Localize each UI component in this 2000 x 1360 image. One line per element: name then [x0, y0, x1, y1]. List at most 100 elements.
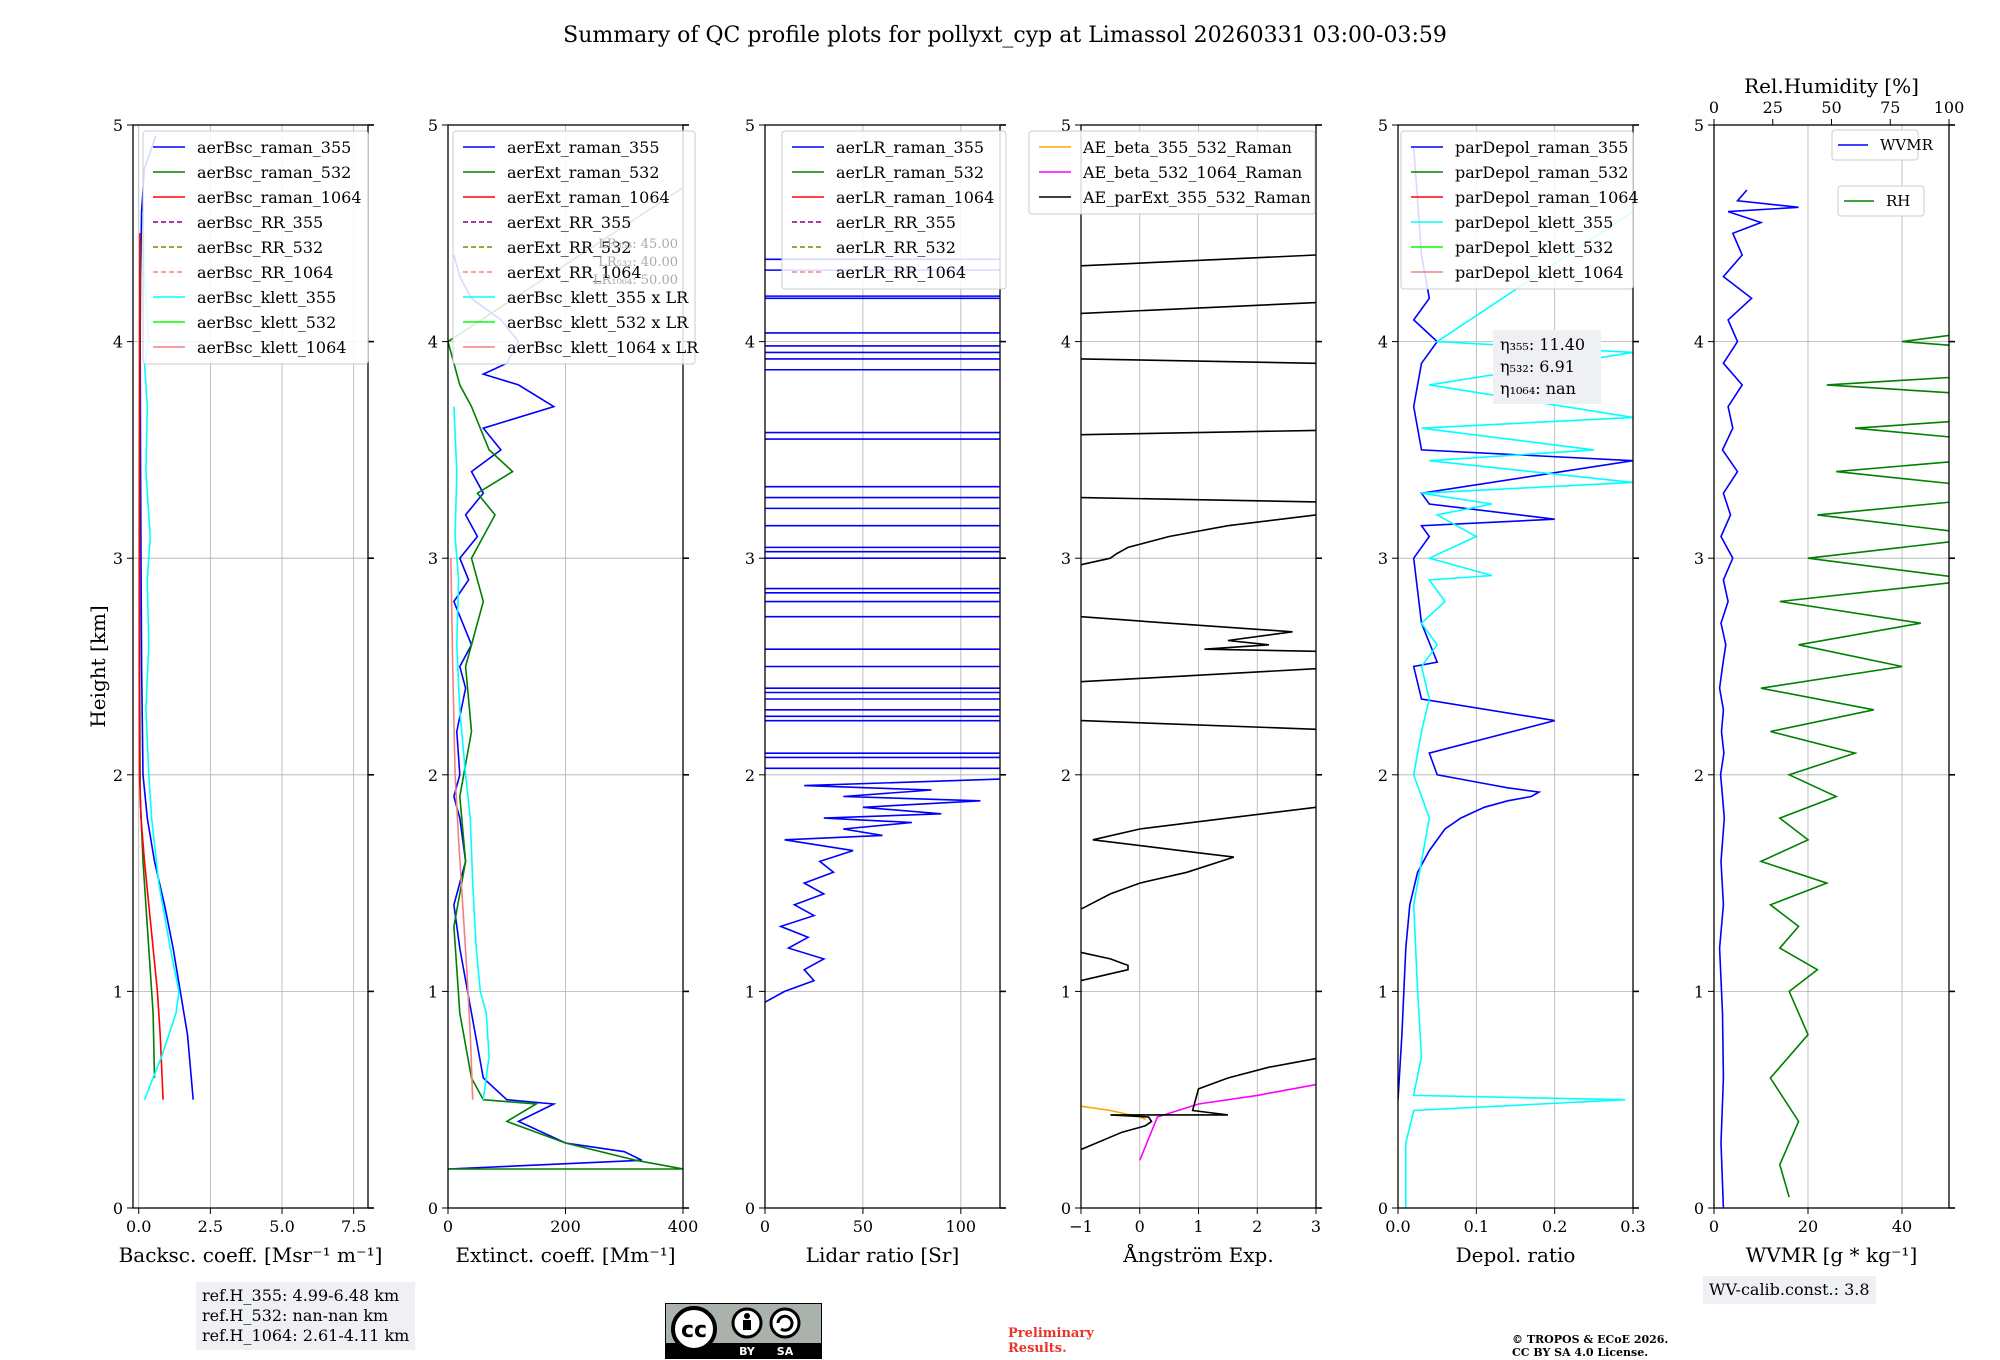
series-AE_beta_355_532_Raman [1081, 1105, 1146, 1120]
legend-label: aerExt_RR_1064 [507, 263, 642, 282]
legend-box [452, 130, 696, 365]
legend-label: aerLR_raman_532 [836, 163, 984, 182]
x-tick-label: 5.0 [269, 1217, 294, 1236]
top-x-tick-label: 0 [1709, 98, 1719, 117]
y-tick-label: 4 [1694, 333, 1704, 352]
eta-note: η₁₀₆₄: nan [1500, 379, 1576, 398]
legend-label: AE_beta_532_1064_Raman [1082, 163, 1302, 182]
series-WVMR [1718, 189, 1799, 1208]
cc-by-sa-license-icon: cc BY SA [665, 1303, 822, 1359]
legend-label: parDepol_klett_355 [1455, 213, 1613, 232]
y-tick-label: 3 [1061, 549, 1071, 568]
series-AE_parExt_355_532_Raman [1081, 719, 1316, 731]
y-tick-label: 4 [428, 333, 438, 352]
series-group [1081, 254, 1316, 1161]
top-x-tick-label: 100 [1934, 98, 1965, 117]
series-AE_beta_532_1064_Raman [1139, 1083, 1316, 1161]
axes-frame [764, 124, 1001, 1209]
figure-title: Summary of QC profile plots for pollyxt_… [563, 23, 1447, 48]
lr-note: LR₅₃₂: 40.00 [598, 255, 678, 270]
x-tick-label: 0 [443, 1217, 453, 1236]
x-tick-label: 0 [1135, 1217, 1145, 1236]
legend-label: AE_beta_355_532_Raman [1082, 138, 1292, 157]
y-tick-label: 3 [1694, 549, 1704, 568]
series-group [765, 258, 1000, 1003]
wv-calib-text: WV-calib.const.: 3.8 [1709, 1280, 1870, 1299]
legend-label: aerLR_RR_355 [836, 213, 956, 232]
legend-label: aerExt_raman_1064 [507, 188, 670, 207]
x-axis-label: Ångström Exp. [1122, 1242, 1273, 1267]
legend-label: aerLR_RR_1064 [836, 263, 966, 282]
series-aerExt_raman_355 [448, 254, 643, 1170]
x-axis-label: Extinct. coeff. [Mm⁻¹] [455, 1243, 675, 1267]
series-AE_parExt_355_532_Raman [1081, 806, 1316, 910]
lr-note: LR₁₀₆₄: 50.00 [593, 273, 678, 288]
legend-label: aerLR_raman_355 [836, 138, 984, 157]
series-AE_parExt_355_532_Raman [1081, 514, 1316, 566]
eta-note: η₅₃₂: 6.91 [1500, 357, 1575, 376]
x-axis-label: Lidar ratio [Sr] [806, 1243, 960, 1267]
y-tick-label: 5 [113, 116, 123, 135]
x-tick-label: 2.5 [198, 1217, 223, 1236]
legend-label: RH [1886, 192, 1910, 210]
y-tick-label: 1 [745, 982, 755, 1001]
axes-frame [1397, 124, 1634, 1209]
wv-calib-box: WV-calib.const.: 3.8 [1703, 1276, 1876, 1304]
legend-label: aerBsc_klett_355 [197, 288, 336, 307]
series-AE_parExt_355_532_Raman [1081, 667, 1316, 683]
copyright-note: © TROPOS & ECoE 2026. CC BY SA 4.0 Licen… [1512, 1333, 1668, 1359]
series-parDepol_raman_355 [1398, 146, 1633, 1100]
x-axis-label: Depol. ratio [1456, 1243, 1576, 1267]
x-tick-label: −1 [1069, 1217, 1093, 1236]
series-AE_parExt_355_532_Raman [1081, 358, 1316, 365]
legend-label: aerLR_RR_532 [836, 238, 956, 257]
panel-depol: 0.0 0.1 0.2 0.3 0 1 2 3 4 5 Depol. ratio parDepol_r… [1378, 116, 1646, 1267]
svg-text:cc: cc [681, 1318, 707, 1343]
top-x-tick-label: 50 [1821, 98, 1841, 117]
preliminary-line2: Results. [1008, 1341, 1067, 1356]
legend-box [1028, 130, 1316, 215]
x-tick-label: 0.0 [126, 1217, 151, 1236]
legend-label: parDepol_raman_355 [1455, 138, 1628, 157]
panel-bsc: 0.0 2.5 5.0 7.5 0 1 2 3 4 5 Backsc. coeff. [Msr⁻¹ … [86, 116, 382, 1267]
series-aerLR_raman_355 [765, 778, 1000, 1003]
eta-note: η₃₅₅: 11.40 [1500, 335, 1585, 354]
series-aerBsc_klett_1064 x LR [450, 558, 474, 1100]
copyright-line2: CC BY SA 4.0 License. [1512, 1346, 1649, 1359]
legend-label: aerExt_raman_355 [507, 138, 660, 157]
series-aerExt_raman_532 [448, 186, 683, 1170]
y-tick-label: 1 [1694, 982, 1704, 1001]
x-tick-label: 400 [668, 1217, 699, 1236]
series-AE_parExt_355_532_Raman [1081, 254, 1316, 267]
x-tick-label: 50 [853, 1217, 873, 1236]
x-tick-label: 0.3 [1620, 1217, 1645, 1236]
legend-label: aerBsc_RR_1064 [197, 263, 333, 282]
y-tick-label: 4 [113, 333, 123, 352]
legend-label: aerBsc_klett_1064 x LR [507, 338, 699, 357]
y-tick-label: 4 [1378, 333, 1388, 352]
panel-lr: 0 50 100 0 1 2 3 4 5 Lidar ratio [Sr] aerLR_raman_… [745, 116, 1007, 1267]
legend-box [781, 130, 1007, 290]
y-axis-label: Height [km] [86, 605, 110, 727]
x-tick-label: 40 [1892, 1217, 1912, 1236]
y-tick-label: 3 [1378, 549, 1388, 568]
series-AE_parExt_355_532_Raman [1081, 301, 1316, 315]
eta-box [1493, 330, 1601, 404]
y-tick-label: 1 [428, 982, 438, 1001]
legend-label: aerBsc_RR_355 [197, 213, 323, 232]
series-AE_parExt_355_532_Raman [1081, 615, 1316, 653]
y-tick-label: 4 [745, 333, 755, 352]
legend-label: aerExt_RR_355 [507, 213, 631, 232]
x-tick-label: 200 [550, 1217, 581, 1236]
top-x-axis-label: Rel.Humidity [%] [1744, 74, 1919, 98]
lr-note: LR₃₅₅: 45.00 [598, 237, 678, 252]
series-aerBsc_raman_1064 [138, 233, 164, 1100]
x-tick-label: 1 [1193, 1217, 1203, 1236]
legend-label: parDepol_klett_1064 [1455, 263, 1624, 282]
preliminary-note: Preliminary Results. [1008, 1326, 1094, 1356]
y-tick-label: 2 [428, 766, 438, 785]
ref-heights-box: ref.H_355: 4.99-6.48 km ref.H_532: nan-n… [196, 1282, 416, 1350]
x-tick-label: 0 [760, 1217, 770, 1236]
legend-label: parDepol_klett_532 [1455, 238, 1613, 257]
x-axis-label: WVMR [g * kg⁻¹] [1746, 1243, 1918, 1267]
